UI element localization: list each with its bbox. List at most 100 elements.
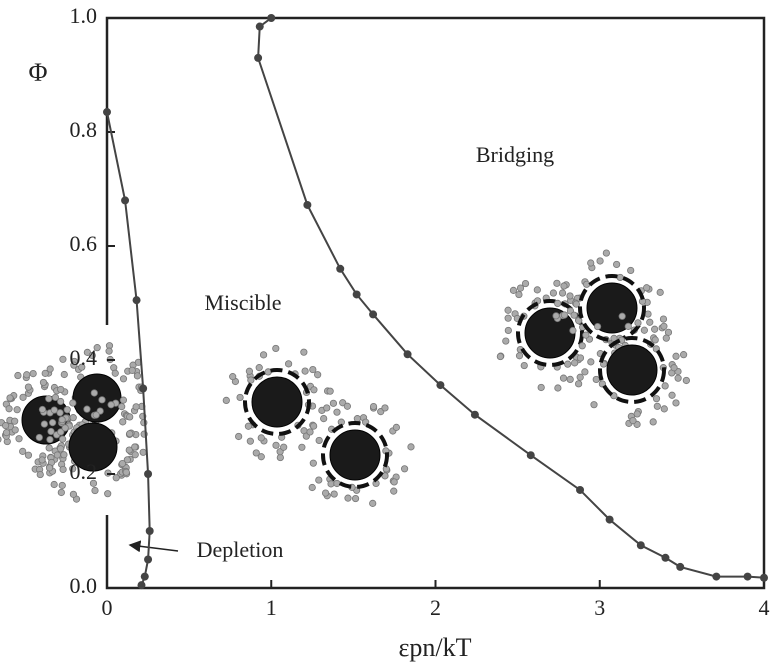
boundary-point <box>145 527 154 535</box>
polymer-bead <box>69 465 77 473</box>
polymer-bead <box>39 378 48 387</box>
polymer-bead <box>344 494 352 502</box>
polymer-bead <box>132 403 140 411</box>
nanoparticle <box>586 282 638 334</box>
boundary-point <box>267 14 276 22</box>
polymer-bead <box>515 352 524 360</box>
polymer-bead <box>662 334 670 342</box>
polymer-bead <box>50 406 58 414</box>
boundary-point <box>636 541 645 550</box>
polymer-bead <box>131 451 139 459</box>
polymer-bead <box>582 331 590 339</box>
polymer-bead <box>14 371 22 380</box>
polymer-bead <box>83 405 91 413</box>
polymer-bead <box>616 273 624 282</box>
boundary-point <box>139 384 148 393</box>
polymer-bead <box>596 257 604 265</box>
polymer-bead <box>327 480 335 488</box>
polymer-bead <box>651 336 659 344</box>
polymer-bead <box>255 364 263 372</box>
polymer-bead <box>560 282 568 290</box>
polymer-bead <box>660 405 668 413</box>
polymer-bead <box>276 453 284 462</box>
polymer-bead <box>57 428 65 436</box>
polymer-bead <box>310 386 318 394</box>
polymer-bead <box>59 355 67 363</box>
polymer-bead <box>257 453 265 461</box>
polymer-bead <box>633 410 641 418</box>
boundary-point <box>576 485 585 494</box>
polymer-bead <box>19 447 27 455</box>
bound-layer <box>598 336 666 404</box>
polymer-bead <box>330 490 338 498</box>
polymer-bead <box>672 352 680 360</box>
polymer-bead <box>38 456 46 464</box>
polymer-bead <box>57 397 65 406</box>
polymer-bead <box>559 374 568 382</box>
polymer-bead <box>627 266 635 275</box>
polymer-bead <box>88 351 96 360</box>
polymer-bead <box>126 430 134 438</box>
polymer-bead <box>569 326 577 335</box>
polymer-bead <box>60 451 68 459</box>
polymer-bead <box>369 402 378 411</box>
polymer-bead <box>581 368 589 376</box>
polymer-bead <box>602 249 610 257</box>
polymer-bead <box>496 352 504 361</box>
polymer-bead <box>583 280 591 288</box>
boundary-point <box>303 200 312 209</box>
polymer-bead <box>629 417 637 425</box>
polymer-bead <box>5 405 13 413</box>
boundary-point <box>254 53 263 62</box>
polymer-bead <box>236 393 244 402</box>
polymer-bead <box>133 372 142 380</box>
y-tick-label: 0.6 <box>70 231 98 256</box>
y-tick-label: 0.0 <box>70 573 98 598</box>
polymer-bead <box>571 359 579 367</box>
polymer-bead <box>49 419 57 427</box>
polymer-bead <box>93 344 101 352</box>
boundary-point <box>144 470 153 478</box>
polymer-bead <box>381 404 389 412</box>
polymer-bead <box>45 444 53 452</box>
polymer-bead <box>634 319 642 327</box>
polymer-bead <box>91 486 99 495</box>
polymer-bead <box>24 383 33 391</box>
polymer-bead <box>222 396 230 404</box>
polymer-bead <box>566 292 574 300</box>
polymer-bead <box>390 478 398 486</box>
polymer-bead <box>45 395 53 403</box>
polymer-bead <box>24 451 33 459</box>
polymer-bead <box>390 487 398 495</box>
polymer-bead <box>594 322 602 331</box>
polymer-bead <box>131 443 139 451</box>
polymer-bead <box>41 369 49 377</box>
y-axis-label: Φ <box>28 58 47 87</box>
polymer-bead <box>90 389 98 397</box>
polymer-bead <box>651 325 659 333</box>
y-tick-label: 0.8 <box>70 117 98 142</box>
polymer-bead <box>63 406 71 414</box>
polymer-bead <box>229 373 237 381</box>
polymer-bead <box>36 470 44 479</box>
polymer-bead <box>69 490 78 498</box>
polymer-bead <box>0 436 2 443</box>
polymer-bead <box>587 259 595 267</box>
polymer-bead <box>6 394 14 402</box>
polymer-bead <box>126 413 134 421</box>
polymer-bead <box>244 422 252 430</box>
polymer-bead <box>661 382 669 390</box>
polymer-bead <box>554 299 562 307</box>
polymer-bead <box>314 371 322 379</box>
polymer-bead <box>98 396 106 404</box>
polymer-bead <box>326 387 334 395</box>
polymer-bead <box>56 409 64 417</box>
polymer-bead <box>674 374 682 382</box>
polymer-bead <box>69 399 77 407</box>
polymer-bead <box>122 468 130 476</box>
boundary-point <box>132 296 141 305</box>
illustrations <box>0 249 690 515</box>
polymer-bead <box>553 279 561 287</box>
polymer-bead <box>652 395 661 403</box>
